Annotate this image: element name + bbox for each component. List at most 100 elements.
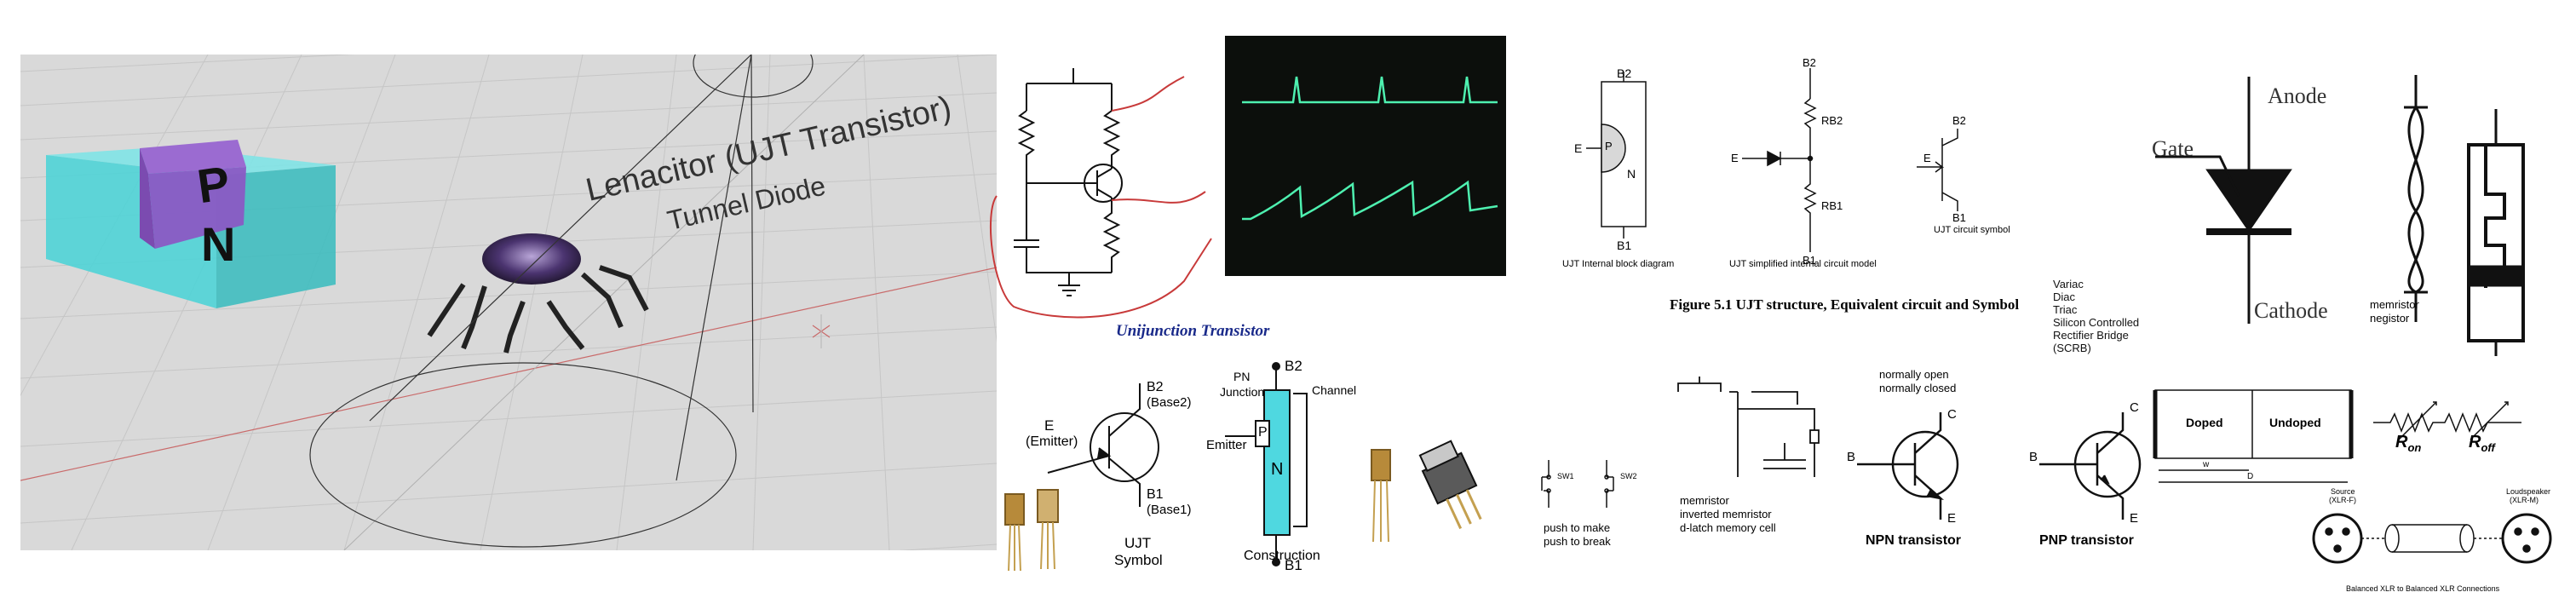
block-letter-n: N (201, 217, 236, 271)
memristor-drawings (2404, 75, 2525, 356)
floor-grid (20, 55, 997, 550)
figure-title: Figure 5.1 UJT structure, Equivalent cir… (1670, 296, 2020, 313)
thyristor-panel: Anode Gate Cathode (2138, 68, 2394, 341)
npn-note-1: normally open (1879, 368, 1949, 381)
ujt-base2-label: (Base2) (1147, 395, 1192, 410)
block-b1: B1 (1617, 239, 1632, 252)
model-caption: UJT simplified internal circuit model (1729, 259, 1877, 269)
memory-cell-line-3: d-latch memory cell (1680, 521, 1776, 534)
block-e: E (1574, 141, 1583, 155)
cone-wireframe (309, 55, 814, 548)
pnp-e: E (2130, 511, 2139, 526)
npn-b: B (1847, 450, 1856, 464)
memory-cell-panel: memristor inverted memristor d-latch mem… (1670, 358, 1840, 545)
thyristor-list-item: Silicon Controlled (2053, 316, 2140, 329)
npn-note-2: normally closed (1879, 382, 1957, 394)
pnp-panel: B C E PNP transistor (2022, 400, 2193, 554)
construction-emitter: Emitter (1206, 438, 1247, 452)
pnp-c: C (2130, 400, 2139, 415)
model-rb1: RB1 (1821, 199, 1843, 212)
thyristor-type-list: Variac Diac Triac Silicon Controlled Rec… (2053, 278, 2139, 354)
symbol-e: E (1923, 152, 1931, 164)
sw2-label: SW2 (1620, 472, 1637, 480)
symbol-b1: B1 (1952, 211, 1966, 224)
pn-junction-1: PN (1233, 370, 1251, 383)
red-axis (20, 267, 997, 481)
oscilloscope-screen (1225, 36, 1506, 276)
memristor-label-2: negistor (2370, 312, 2410, 325)
model-rb2: RB2 (1821, 114, 1843, 127)
doped-label: Doped (2186, 416, 2223, 429)
thyristor-list-item: Diac (2053, 290, 2076, 303)
grey-axis (343, 55, 865, 550)
pn-junction-2: Junction (1220, 385, 1265, 399)
block-p: P (1605, 140, 1613, 152)
xlr-caption: Balanced XLR to Balanced XLR Connections (2346, 584, 2500, 593)
lenacitor-body (427, 233, 649, 354)
thyristor-list-item: Triac (2053, 303, 2078, 316)
npn-caption: NPN transistor (1866, 533, 1962, 548)
pnp-b: B (2029, 450, 2038, 464)
construction-n: N (1271, 460, 1284, 479)
block-caption: UJT Internal block diagram (1562, 259, 1675, 269)
model-e: E (1731, 152, 1739, 164)
thyristor-symbol (2155, 77, 2292, 324)
ujt-symbol-panel: E (Emitter) B2 (Base2) B1 (Base1) UJT Sy… (997, 366, 1218, 579)
memristor-model-drawing (2153, 389, 2521, 483)
undoped-label: Undoped (2269, 416, 2321, 429)
npn-panel: B C E NPN transistor (1840, 400, 2010, 554)
construction-b2: B2 (1285, 358, 1302, 374)
construction-b1: B1 (1285, 557, 1302, 573)
xlr-drawing (2312, 513, 2552, 564)
thyristor-list-item: Rectifier Bridge (2053, 329, 2129, 342)
w-label: w (2203, 460, 2210, 469)
r-on-sub: on (2407, 441, 2422, 454)
memory-cell-drawing (1677, 377, 1820, 477)
memristor-model-panel: Doped Undoped w D Ron Roff (2147, 385, 2573, 513)
channel-label: Channel (1312, 383, 1357, 397)
switches-panel: SW1 SW2 push to make push to break (1533, 434, 1653, 562)
memory-cell-line-2: inverted memristor (1680, 508, 1772, 520)
symbol-b2: B2 (1952, 114, 1966, 127)
sw1-label: SW1 (1557, 472, 1574, 480)
origin-marker (812, 314, 831, 348)
xlr-source-2: (XLR-F) (2329, 496, 2356, 504)
thyristor-list-item: (SCRB) (2053, 342, 2091, 354)
block-b2: B2 (1617, 66, 1632, 80)
ujt-base1-label: (Base1) (1147, 503, 1192, 517)
ujt-symbol-drawing (1004, 383, 1159, 572)
npn-e: E (1947, 511, 1957, 526)
pnp-symbol (2039, 412, 2142, 520)
xlr-panel: Source (XLR-F) Loudspeaker (XLR-M) Balan… (2297, 482, 2574, 598)
render-panel: P N Lenacitor (UJT Transistor) Tunnel Di… (20, 55, 997, 550)
r-off-sub: off (2481, 441, 2495, 454)
unijunction-title: Unijunction Transistor (1116, 322, 1270, 340)
construction-p: P (1258, 425, 1268, 440)
switch-caption-1: push to make (1544, 521, 1611, 534)
ujt-e-label: E (1044, 417, 1055, 434)
oscillator-schematic (989, 68, 1212, 319)
model-b1: B1 (1803, 254, 1816, 267)
cathode-label: Cathode (2254, 298, 2328, 323)
r-on-label: Ron (2395, 433, 2421, 454)
memory-cell-line-1: memristor (1680, 494, 1729, 507)
memristor-symbol-panel (2385, 75, 2576, 356)
xlr-loud-2: (XLR-M) (2510, 496, 2539, 504)
ujt-symbol-caption-2: Symbol (1114, 552, 1163, 568)
render-scene (20, 55, 997, 550)
r-off-label: Roff (2469, 433, 2495, 454)
ujt-b2-label: B2 (1147, 380, 1164, 394)
ujt-figure-drawings (1586, 68, 1958, 252)
ujt-figure: B2 B1 E P N UJT Internal block diagram B… (1550, 56, 2053, 320)
memristor-label-1: memristor (2370, 298, 2419, 311)
r-off-main: R (2469, 433, 2481, 451)
construction-caption-visible: Construction (1244, 549, 1320, 563)
cyan-block (46, 140, 336, 308)
r-on-main: R (2395, 433, 2408, 451)
xlr-loud-1: Loudspeaker (2506, 487, 2551, 496)
model-b2: B2 (1803, 56, 1816, 69)
npn-symbol (1857, 412, 1959, 520)
oscilloscope-traces (1242, 76, 1498, 221)
npn-c: C (1947, 407, 1957, 422)
pnp-caption: PNP transistor (2039, 533, 2134, 548)
